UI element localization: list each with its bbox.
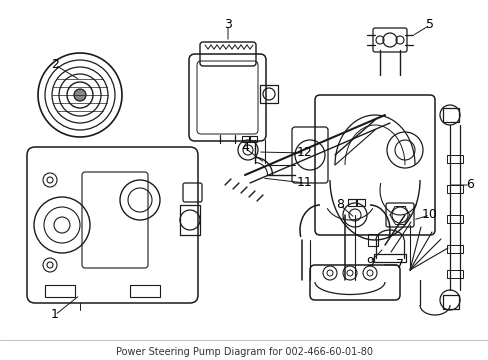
Text: 10: 10 bbox=[421, 208, 437, 221]
Text: Power Steering Pump Diagram for 002-466-60-01-80: Power Steering Pump Diagram for 002-466-… bbox=[115, 347, 372, 357]
Bar bbox=[442, 295, 458, 309]
Text: 11: 11 bbox=[297, 176, 312, 189]
Text: 3: 3 bbox=[224, 18, 231, 31]
Bar bbox=[367, 234, 377, 246]
Bar bbox=[442, 108, 458, 122]
Text: 8: 8 bbox=[335, 198, 343, 211]
Text: 2: 2 bbox=[51, 58, 59, 72]
Text: 4: 4 bbox=[241, 141, 248, 154]
Bar bbox=[446, 155, 462, 163]
Bar bbox=[260, 85, 278, 103]
Text: 9: 9 bbox=[366, 256, 373, 269]
Bar bbox=[45, 285, 75, 297]
Circle shape bbox=[74, 89, 86, 101]
Bar bbox=[356, 199, 364, 206]
Text: 6: 6 bbox=[465, 179, 473, 192]
Bar bbox=[180, 205, 200, 235]
Bar bbox=[446, 215, 462, 223]
Bar bbox=[446, 270, 462, 278]
Bar bbox=[446, 245, 462, 253]
Text: 12: 12 bbox=[297, 147, 312, 159]
Bar bbox=[373, 254, 405, 262]
Bar bbox=[242, 136, 249, 142]
Text: 1: 1 bbox=[51, 309, 59, 321]
Bar bbox=[248, 136, 257, 142]
Bar bbox=[446, 185, 462, 193]
Bar bbox=[347, 199, 355, 206]
Text: 7: 7 bbox=[395, 258, 403, 271]
Bar bbox=[130, 285, 160, 297]
Text: 5: 5 bbox=[425, 18, 433, 31]
